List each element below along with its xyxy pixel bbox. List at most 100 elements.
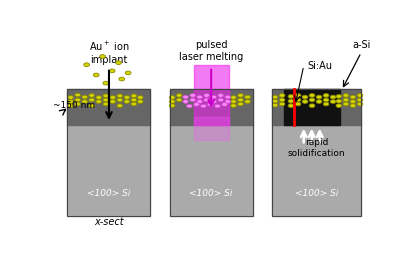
Circle shape (176, 98, 182, 102)
Circle shape (131, 94, 137, 98)
Circle shape (279, 98, 285, 102)
Circle shape (316, 95, 322, 99)
Bar (194, 65, 229, 125)
Circle shape (343, 102, 349, 106)
Circle shape (197, 95, 203, 99)
Circle shape (336, 104, 342, 107)
Circle shape (183, 95, 188, 99)
Circle shape (288, 99, 294, 103)
Bar (272, 125, 361, 216)
Circle shape (100, 55, 105, 58)
Circle shape (295, 98, 301, 102)
Circle shape (82, 95, 88, 99)
Circle shape (309, 98, 315, 102)
Circle shape (211, 100, 217, 103)
Circle shape (89, 98, 95, 102)
Circle shape (124, 95, 130, 99)
Circle shape (194, 103, 199, 106)
Circle shape (272, 99, 278, 103)
Circle shape (96, 100, 102, 103)
Circle shape (117, 94, 123, 98)
Circle shape (211, 95, 217, 99)
Circle shape (336, 99, 342, 103)
Text: ~150 nm: ~150 nm (53, 101, 95, 110)
Circle shape (238, 94, 243, 97)
Circle shape (357, 94, 363, 97)
Circle shape (183, 100, 188, 103)
Circle shape (119, 77, 124, 81)
Circle shape (75, 102, 81, 106)
Circle shape (103, 102, 109, 106)
Text: pulsed
laser melting: pulsed laser melting (179, 40, 243, 62)
Circle shape (125, 71, 131, 75)
Circle shape (103, 81, 109, 85)
Circle shape (137, 100, 143, 103)
Circle shape (68, 100, 73, 103)
Circle shape (288, 104, 294, 107)
Circle shape (137, 95, 143, 99)
Circle shape (68, 95, 73, 99)
Circle shape (131, 98, 137, 102)
Circle shape (225, 95, 231, 99)
Circle shape (336, 95, 342, 98)
Circle shape (204, 94, 210, 97)
Circle shape (187, 104, 192, 108)
Circle shape (288, 95, 294, 98)
Circle shape (204, 98, 210, 102)
Circle shape (330, 95, 336, 99)
Circle shape (68, 104, 73, 107)
Circle shape (316, 100, 322, 103)
Circle shape (309, 104, 315, 107)
Circle shape (238, 98, 243, 102)
Bar (170, 89, 253, 216)
Bar (68, 89, 150, 125)
Circle shape (231, 95, 236, 99)
Circle shape (117, 98, 123, 102)
Circle shape (279, 102, 285, 106)
Text: x-sect: x-sect (94, 217, 124, 227)
Circle shape (82, 100, 88, 103)
Circle shape (350, 104, 356, 107)
Circle shape (117, 104, 123, 107)
Text: <100> Si: <100> Si (87, 189, 131, 198)
Circle shape (343, 94, 349, 97)
Circle shape (343, 98, 349, 102)
Circle shape (215, 104, 220, 108)
Circle shape (218, 98, 224, 102)
Circle shape (225, 100, 231, 103)
Circle shape (190, 98, 196, 102)
Circle shape (323, 98, 329, 102)
Circle shape (231, 100, 236, 103)
Circle shape (75, 98, 81, 102)
Bar (68, 125, 150, 216)
Circle shape (295, 94, 301, 97)
Circle shape (190, 94, 196, 97)
Circle shape (124, 100, 130, 103)
Circle shape (309, 94, 315, 97)
Circle shape (295, 102, 301, 106)
Circle shape (75, 93, 81, 97)
Circle shape (197, 100, 203, 103)
Circle shape (103, 94, 109, 98)
Circle shape (110, 100, 116, 103)
Circle shape (208, 103, 213, 106)
Circle shape (109, 69, 115, 73)
Circle shape (222, 103, 227, 106)
Circle shape (89, 94, 95, 97)
Circle shape (357, 102, 363, 106)
Circle shape (131, 102, 137, 106)
Circle shape (218, 94, 224, 97)
Circle shape (302, 95, 308, 99)
Circle shape (94, 73, 99, 77)
Bar (194, 117, 229, 140)
Circle shape (201, 104, 206, 108)
Circle shape (231, 104, 236, 107)
Circle shape (272, 103, 278, 107)
Text: <100> Si: <100> Si (295, 189, 338, 198)
Circle shape (279, 94, 285, 97)
Text: a-Si: a-Si (352, 40, 370, 50)
Circle shape (176, 94, 182, 97)
Circle shape (330, 100, 336, 103)
Circle shape (245, 95, 250, 99)
Bar (170, 89, 253, 125)
